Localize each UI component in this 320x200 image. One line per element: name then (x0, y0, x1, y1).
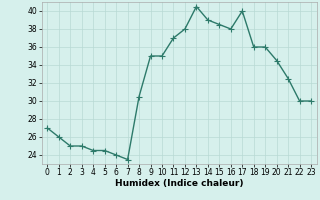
X-axis label: Humidex (Indice chaleur): Humidex (Indice chaleur) (115, 179, 244, 188)
